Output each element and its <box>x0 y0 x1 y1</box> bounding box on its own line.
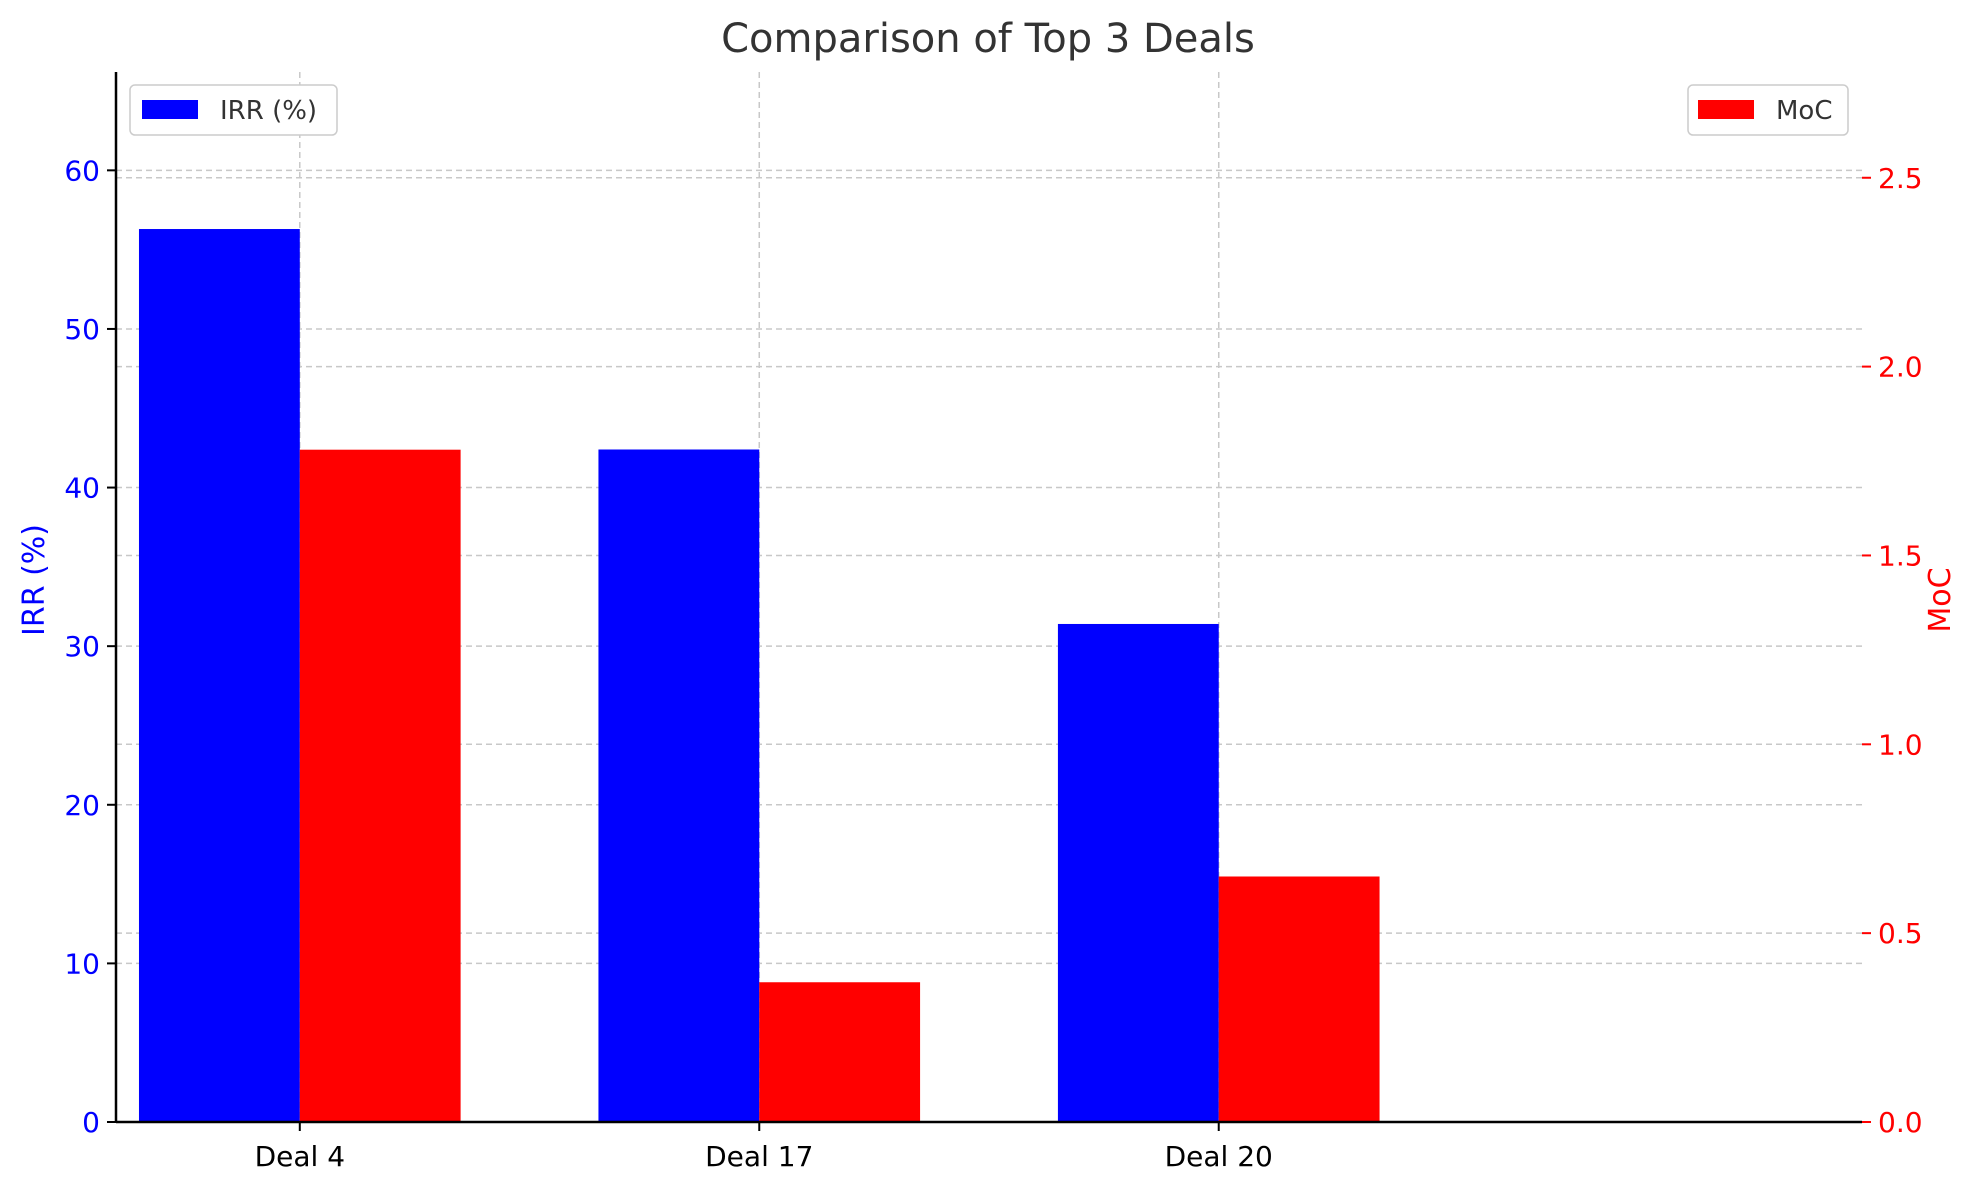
legend-right-box <box>1687 84 1849 136</box>
right-axis-label: MoC <box>1923 567 1958 632</box>
bars-layer <box>138 229 1380 1123</box>
left-tick-label: 10 <box>64 947 100 980</box>
chart-title: Comparison of Top 3 Deals <box>721 16 1255 62</box>
right-tick-label: 1.5 <box>1878 539 1923 572</box>
left-tick-label: 60 <box>64 154 100 187</box>
right-tick-label: 0.5 <box>1878 917 1923 950</box>
legend-right-swatch <box>1698 100 1754 119</box>
legend-right-label: MoC <box>1776 96 1833 126</box>
left-tick-label: 30 <box>64 630 100 663</box>
moc-bar <box>1218 876 1380 1122</box>
right-tick-label: 2.5 <box>1878 162 1923 195</box>
legend-left-swatch <box>142 100 198 119</box>
legend-right: MoC <box>1687 84 1849 136</box>
x-tick-label: Deal 17 <box>705 1140 813 1173</box>
irr-bar <box>1057 623 1219 1122</box>
left-tick-label: 20 <box>64 789 100 822</box>
legend-left: IRR (%) <box>129 84 338 136</box>
right-tick-label: 1.0 <box>1878 728 1923 761</box>
left-tick-label: 40 <box>64 472 100 505</box>
moc-bar <box>759 982 921 1122</box>
axes-layer: 0 10 20 30 40 50 60 0.0 0.5 1.0 1.5 2.0 2.5 Deal 4 Dea… <box>64 72 1923 1173</box>
right-tick-label: 0.0 <box>1878 1106 1923 1139</box>
left-tick-label: 50 <box>64 313 100 346</box>
legend-left-label: IRR (%) <box>220 96 317 126</box>
x-tick-label: Deal 20 <box>1165 1140 1273 1173</box>
right-tick-label: 2.0 <box>1878 351 1923 384</box>
irr-bar <box>138 229 300 1122</box>
left-tick-label: 0 <box>82 1106 100 1139</box>
moc-bar <box>299 449 461 1122</box>
left-axis-label: IRR (%) <box>17 524 52 636</box>
irr-bar <box>598 449 760 1123</box>
legend-left-box <box>129 84 338 136</box>
x-tick-label: Deal 4 <box>255 1140 345 1173</box>
